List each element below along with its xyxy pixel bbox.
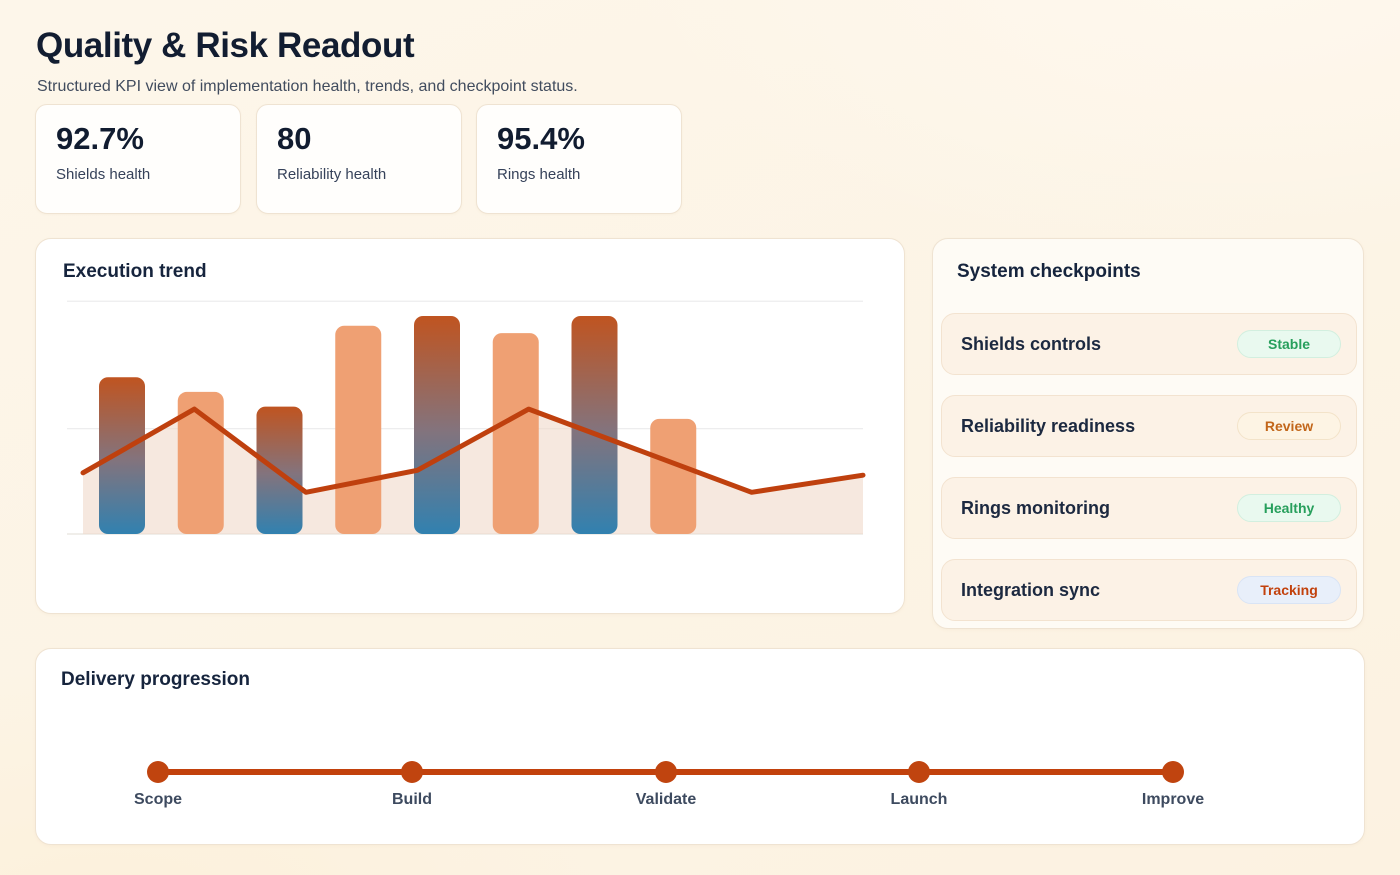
timeline-dot	[1162, 761, 1184, 783]
status-badge: Tracking	[1237, 576, 1341, 604]
system-checkpoints-title: System checkpoints	[957, 261, 1141, 282]
timeline-dot	[147, 761, 169, 783]
delivery-progression-card: Delivery progression Scope Build Validat…	[35, 648, 1365, 845]
status-badge: Review	[1237, 412, 1341, 440]
bar	[571, 315, 618, 534]
checkpoint-row-rings-monitoring: Rings monitoring Healthy	[941, 477, 1357, 539]
timeline-step-label: Scope	[133, 791, 183, 808]
timeline-step-label: Build	[392, 791, 432, 808]
timeline-dot	[401, 761, 423, 783]
kpi-card-reliability-health: 80 Reliability health	[256, 104, 462, 214]
status-badge: Healthy	[1237, 494, 1341, 522]
checkpoint-row-reliability-readiness: Reliability readiness Review	[941, 395, 1357, 457]
kpi-card-shields-health: 92.7% Shields health	[35, 104, 241, 214]
page-title: Quality & Risk Readout	[36, 26, 415, 65]
kpi-label: Shields health	[56, 165, 151, 183]
timeline-dot	[908, 761, 930, 783]
kpi-label: Reliability health	[277, 165, 387, 183]
status-badge: Stable	[1237, 330, 1341, 358]
timeline-step-label: Improve	[1141, 791, 1205, 808]
kpi-label: Rings health	[497, 165, 581, 183]
checkpoint-label: Integration sync	[961, 579, 1101, 600]
checkpoint-label: Rings monitoring	[961, 497, 1110, 518]
trend-line	[80, 406, 866, 495]
bar	[177, 391, 224, 534]
kpi-value: 95.4%	[497, 121, 585, 156]
bar	[414, 315, 460, 534]
system-checkpoints-panel: System checkpoints Shields controls Stab…	[932, 238, 1364, 629]
checkpoint-row-shields-controls: Shields controls Stable	[941, 313, 1357, 375]
checkpoint-row-integration-sync: Integration sync Tracking	[941, 559, 1357, 621]
timeline-step-label: Launch	[890, 791, 948, 808]
checkpoint-label: Shields controls	[961, 333, 1102, 354]
kpi-value: 80	[277, 121, 312, 156]
timeline-step-label: Validate	[635, 791, 697, 808]
bar	[99, 377, 145, 534]
execution-trend-title: Execution trend	[63, 261, 207, 282]
kpi-card-rings-health: 95.4% Rings health	[476, 104, 682, 214]
execution-trend-chart	[67, 300, 866, 535]
bar	[335, 325, 382, 534]
delivery-progression-title: Delivery progression	[61, 669, 251, 690]
bar	[650, 418, 697, 534]
page-subtitle: Structured KPI view of implementation he…	[37, 78, 578, 95]
timeline-dot	[655, 761, 677, 783]
kpi-value: 92.7%	[56, 121, 144, 156]
execution-trend-card: Execution trend	[35, 238, 905, 614]
bar	[492, 333, 539, 534]
checkpoint-label: Reliability readiness	[961, 415, 1136, 436]
